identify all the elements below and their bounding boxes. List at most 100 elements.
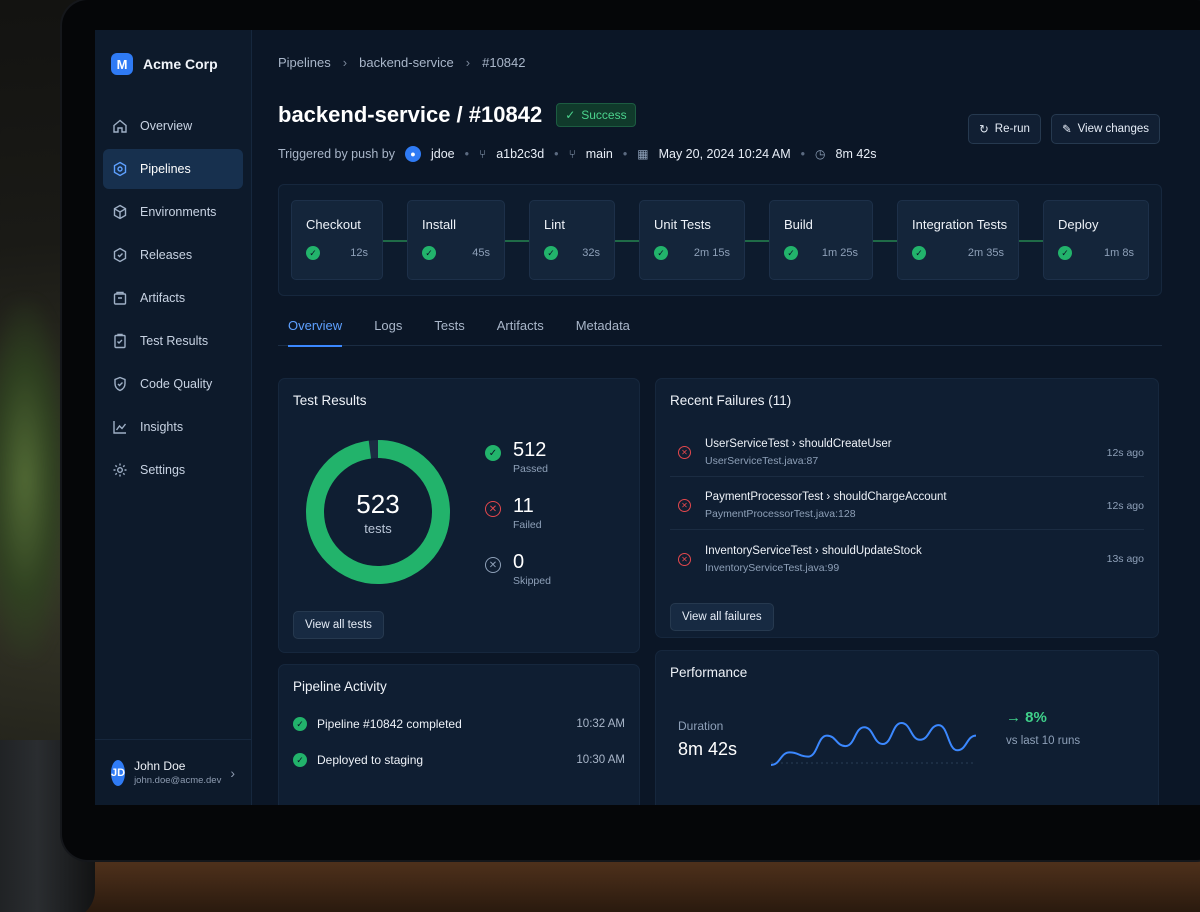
check-icon: ✓ — [784, 246, 798, 260]
view-all-failures-button[interactable]: View all failures — [670, 603, 774, 631]
stage-card[interactable]: Unit Tests ✓ 2m 15s — [639, 200, 745, 280]
check-icon: ✓ — [422, 246, 436, 260]
sidebar-item-label: Settings — [140, 463, 186, 477]
run-datetime: May 20, 2024 10:24 AM — [658, 147, 791, 161]
duration-label: Duration — [678, 719, 724, 733]
failed-icon: ✕ — [485, 501, 501, 517]
branch-icon: ⑂ — [568, 147, 576, 161]
passed-label: Passed — [513, 463, 549, 475]
stage-card[interactable]: Deploy ✓ 1m 8s — [1043, 200, 1149, 280]
commit-hash[interactable]: a1b2c3d — [496, 147, 545, 161]
donut-passed-arc — [306, 440, 450, 584]
tab-logs[interactable]: Logs — [374, 318, 403, 333]
sidebar-item-overview[interactable]: Overview — [103, 106, 243, 146]
stage-time: 45s — [472, 247, 490, 259]
sidebar-item-test-results[interactable]: Test Results — [103, 321, 243, 361]
brand[interactable]: M Acme Corp — [95, 50, 251, 78]
view-all-tests-button[interactable]: View all tests — [293, 611, 384, 639]
check-icon: ✓ — [912, 246, 926, 260]
calendar-icon: ▦ — [637, 147, 649, 161]
status-label: Success — [581, 108, 627, 122]
check-icon: ✓ — [485, 445, 501, 461]
branch-name[interactable]: main — [585, 147, 613, 161]
user-info: John Doe john.doe@acme.dev — [134, 759, 221, 786]
header-actions: ↻ Re-run ✎ View changes — [968, 114, 1160, 144]
pipeline-activity-card: Pipeline Activity ✓ Pipeline #10842 comp… — [278, 664, 640, 805]
stage-name: Unit Tests — [654, 217, 711, 232]
card-title: Pipeline Activity — [293, 679, 387, 694]
view-changes-button[interactable]: ✎ View changes — [1050, 114, 1160, 144]
duration-value: 8m 42s — [678, 739, 738, 759]
chevron-right-icon: › — [342, 54, 348, 70]
trend-icon: → — [1006, 709, 1021, 726]
skipped-icon: ✕ — [485, 557, 501, 573]
artifact-icon — [112, 290, 128, 306]
breadcrumb-item[interactable]: backend-service — [359, 54, 454, 70]
stage-time: 1m 8s — [1104, 247, 1134, 259]
status-badge: ✓ Success — [556, 103, 636, 127]
main-content: Pipelines › backend-service › #10842 bac… — [252, 30, 1200, 805]
sidebar-item-environments[interactable]: Environments — [103, 192, 243, 232]
sidebar-item-label: Test Results — [140, 334, 209, 348]
stage-card[interactable]: Lint ✓ 32s — [529, 200, 615, 280]
stage-card[interactable]: Checkout ✓ 12s — [291, 200, 383, 280]
breadcrumb-item[interactable]: Pipelines — [278, 54, 331, 70]
performance-card: Performance Duration 8m 42s → 8% vs last… — [655, 650, 1159, 805]
tab-artifacts[interactable]: Artifacts — [496, 318, 544, 333]
failure-time: 12s ago — [1106, 446, 1144, 459]
delta-value: 8% — [1025, 709, 1047, 726]
stage-card[interactable]: Build ✓ 1m 25s — [769, 200, 873, 280]
stage-name: Build — [784, 217, 813, 232]
check-icon: ✓ — [1058, 246, 1072, 260]
failure-file: InventoryServiceTest.java:99 — [705, 561, 840, 574]
stage-card[interactable]: Integration Tests ✓ 2m 35s — [897, 200, 1019, 280]
sidebar-item-code-quality[interactable]: Code Quality — [103, 364, 243, 404]
donut-total: 523 — [356, 489, 400, 519]
home-icon — [112, 118, 128, 134]
performance-delta: → 8% — [1006, 709, 1047, 726]
sidebar-item-label: Insights — [140, 420, 184, 434]
user-avatar-icon: ● — [404, 146, 421, 162]
delta-note: vs last 10 runs — [1006, 735, 1081, 747]
tab-metadata[interactable]: Metadata — [575, 318, 630, 333]
user-menu[interactable]: JD John Doe john.doe@acme.dev › — [95, 739, 251, 805]
sidebar-item-artifacts[interactable]: Artifacts — [103, 278, 243, 318]
activity-item: ✓ Pipeline #10842 completed 10:32 AM — [293, 717, 625, 731]
environment-icon — [112, 204, 128, 220]
skipped-label: Skipped — [513, 575, 551, 587]
sidebar-item-insights[interactable]: Insights — [103, 407, 243, 447]
separator-dot: • — [464, 147, 469, 161]
failed-count: 11 — [513, 495, 534, 517]
trigger-user[interactable]: jdoe — [430, 147, 455, 161]
stage-time: 2m 15s — [693, 247, 730, 259]
chart-icon — [112, 419, 128, 435]
failure-time: 13s ago — [1106, 553, 1144, 565]
gear-icon — [112, 462, 128, 478]
failure-file: PaymentProcessorTest.java:128 — [705, 508, 856, 520]
tab-tests[interactable]: Tests — [434, 318, 465, 333]
failure-row[interactable]: ✕ UserServiceTest › shouldCreateUser User… — [670, 429, 1144, 477]
breadcrumb: Pipelines › backend-service › #10842 — [278, 52, 1200, 72]
chevron-right-icon: › — [465, 54, 471, 70]
failure-row[interactable]: ✕ InventoryServiceTest › shouldUpdateSto… — [670, 535, 1144, 583]
rerun-button[interactable]: ↻ Re-run — [968, 114, 1041, 144]
avatar: JD — [111, 759, 126, 786]
stage-name: Checkout — [306, 217, 361, 232]
sidebar-item-settings[interactable]: Settings — [103, 450, 243, 490]
sidebar-item-releases[interactable]: Releases — [103, 235, 243, 275]
failure-row[interactable]: ✕ PaymentProcessorTest › shouldChargeAcc… — [670, 482, 1144, 530]
duration-sparkline — [771, 721, 976, 766]
breadcrumb-item: #10842 — [482, 54, 526, 70]
stage-name: Lint — [544, 217, 565, 232]
stage-card[interactable]: Install ✓ 45s — [407, 200, 505, 280]
separator-dot: • — [554, 147, 559, 161]
stage-name: Deploy — [1058, 217, 1099, 232]
sidebar-item-label: Artifacts — [140, 291, 186, 305]
pipeline-stages: Checkout ✓ 12s Install ✓ 45s Lint ✓ 32s Uni… — [278, 184, 1162, 296]
tab-overview[interactable]: Overview — [278, 314, 358, 347]
sidebar-item-pipelines[interactable]: Pipelines — [103, 149, 243, 189]
stage-time: 1m 25s — [821, 247, 858, 259]
check-icon: ✓ — [565, 108, 576, 122]
passed-count: 512 — [513, 439, 547, 461]
meta-row: Triggered by push by ● jdoe • ⑂ a1b2c3d … — [278, 146, 1200, 162]
